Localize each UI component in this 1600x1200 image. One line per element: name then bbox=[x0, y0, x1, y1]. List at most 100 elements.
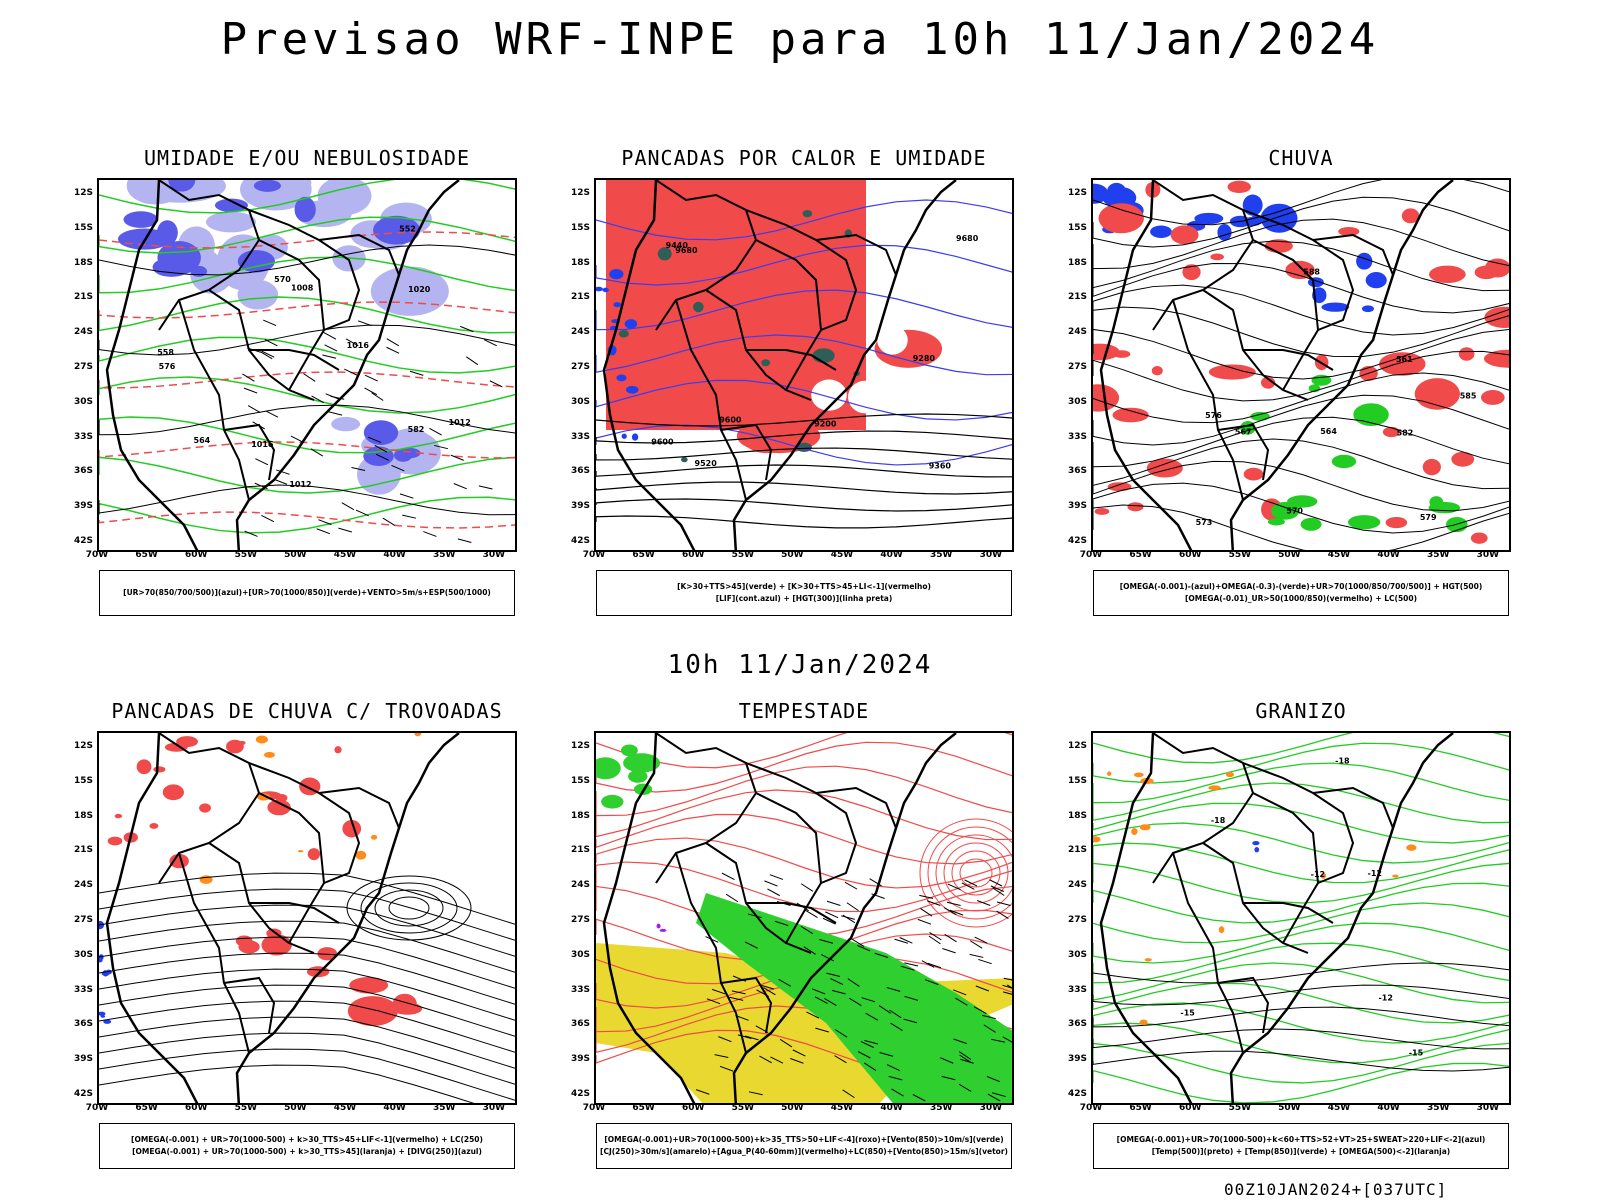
longitude-tick-label: 55W bbox=[1228, 550, 1252, 560]
panel-legend: [OMEGA(-0.001)+UR>70(1000-500)+k>35_TTS>… bbox=[596, 1123, 1012, 1169]
clear-area bbox=[811, 379, 847, 411]
lifted-index-blue-area bbox=[631, 433, 639, 441]
wind-850-vector bbox=[879, 1051, 894, 1057]
wind-850-vector bbox=[958, 1083, 972, 1092]
thunderstorm-red-area bbox=[788, 304, 840, 343]
cyclone-streamline bbox=[346, 875, 472, 941]
political-border bbox=[223, 423, 276, 481]
political-border bbox=[1202, 289, 1309, 401]
wind-850-vector bbox=[969, 940, 983, 949]
rain-red-area bbox=[1170, 225, 1199, 245]
storm-red-area bbox=[334, 746, 342, 754]
rain-red-area bbox=[1480, 390, 1505, 405]
storm-red-area bbox=[162, 784, 184, 801]
omega-500-orange-area bbox=[1139, 1019, 1148, 1026]
rain-red-area bbox=[1098, 203, 1144, 234]
latitude-tick-label: 24S bbox=[570, 880, 590, 891]
wind-850-green-area bbox=[620, 744, 638, 757]
humidity-blue-area bbox=[396, 447, 421, 459]
precipitable-water-contour bbox=[935, 834, 1012, 912]
omega-blue-area bbox=[1217, 224, 1232, 241]
wind-vector bbox=[450, 454, 464, 461]
rain-red-area bbox=[1127, 502, 1144, 512]
panel-legend: [OMEGA(-0.001) + UR>70(1000-500) + k>30_… bbox=[99, 1123, 515, 1169]
latitude-tick-label: 12S bbox=[570, 741, 590, 751]
political-border bbox=[249, 349, 340, 371]
political-border bbox=[1202, 842, 1309, 954]
omega-500-orange-area bbox=[1208, 785, 1221, 791]
legend-line: [LIF](cont.azul) + [HGT(300)](linha pret… bbox=[715, 594, 893, 603]
contour-label: -15 bbox=[1180, 1009, 1195, 1018]
coastline bbox=[1099, 180, 1454, 550]
forecast-map bbox=[97, 731, 517, 1105]
contour-label: 9600 bbox=[719, 415, 742, 424]
wind-850-vector bbox=[1006, 984, 1012, 989]
wind-850-vector bbox=[982, 1014, 996, 1020]
contour-label: 585 bbox=[1460, 392, 1477, 401]
wind-850-vector bbox=[764, 880, 778, 887]
wind-vector bbox=[453, 483, 467, 490]
omega-blue-area bbox=[1356, 252, 1373, 270]
forecast-map: -12 -12 -15 -12 -18 -18 -15 bbox=[1091, 731, 1511, 1105]
wind-850-vector bbox=[929, 932, 942, 941]
forecast-time-subtitle: 10h 11/Jan/2024 bbox=[667, 650, 933, 680]
contour-label: 9440 bbox=[666, 241, 689, 250]
longitude-tick-label: 40W bbox=[1377, 550, 1400, 560]
temperature-500-contour bbox=[1093, 984, 1509, 1006]
omega-500-orange-area bbox=[1406, 844, 1417, 851]
wind-850-vector bbox=[721, 872, 735, 880]
thickness-red-contour bbox=[99, 441, 515, 459]
longitude-tick-label: 55W bbox=[234, 550, 258, 560]
omega-500-orange-area bbox=[1320, 872, 1327, 879]
wind-850-green-area bbox=[696, 893, 1012, 1103]
humidity-green-contour bbox=[99, 416, 515, 454]
wind-850-vector bbox=[857, 1051, 871, 1059]
lifted-index-contour bbox=[596, 334, 1012, 376]
contour-label: 582 bbox=[1397, 429, 1414, 438]
geopotential-height-contour bbox=[596, 481, 1012, 495]
storm-red-area bbox=[317, 947, 338, 961]
contour-label: 558 bbox=[157, 348, 174, 357]
panel-title: GRANIZO bbox=[1255, 699, 1347, 723]
latitude-tick-label: 21S bbox=[73, 845, 93, 856]
forecast-map bbox=[594, 731, 1014, 1105]
contour-label: 570 bbox=[274, 275, 291, 284]
longitude-tick-label: 50W bbox=[284, 1103, 307, 1113]
wind-vector bbox=[364, 374, 378, 382]
storm-red-area bbox=[169, 853, 189, 869]
wind-850-vector bbox=[695, 1089, 710, 1095]
longitude-tick-label: 35W bbox=[929, 1103, 953, 1113]
contour-label: 1016 bbox=[251, 440, 274, 449]
wind-850-vector bbox=[986, 1076, 1001, 1083]
wind-vector bbox=[358, 320, 372, 327]
rain-red-area bbox=[1113, 350, 1131, 358]
political-border bbox=[746, 349, 837, 371]
streamline-250 bbox=[99, 888, 515, 941]
wind-850-vector bbox=[912, 1094, 926, 1102]
political-border bbox=[208, 289, 315, 401]
storm-red-area bbox=[226, 739, 244, 754]
contour-label: 564 bbox=[194, 436, 211, 445]
wind-vector bbox=[303, 373, 316, 382]
storm-red-area bbox=[235, 935, 253, 947]
legend-line: [OMEGA(-0.001)+UR>70(1000-500)+k>35_TTS>… bbox=[604, 1135, 1004, 1144]
longitude-tick-label: 60W bbox=[681, 1103, 705, 1113]
legend-line: [OMEGA(-0.001) + UR>70(1000-500) + k>30_… bbox=[132, 1147, 482, 1156]
wind-850-vector bbox=[849, 997, 862, 1007]
wind-850-vector bbox=[991, 1038, 1006, 1043]
geopotential-500-contour bbox=[1093, 394, 1509, 446]
wind-850-vector bbox=[748, 1091, 763, 1096]
longitude-tick-label: 35W bbox=[1426, 550, 1450, 560]
rain-red-area bbox=[1338, 226, 1360, 236]
wind-850-vector bbox=[800, 883, 814, 892]
wind-850-vector bbox=[996, 910, 1009, 919]
hail-blue-area bbox=[1252, 841, 1260, 846]
temperature-850-contour bbox=[1093, 762, 1509, 804]
latitude-tick-label: 39S bbox=[570, 501, 590, 512]
longitude-tick-label: 60W bbox=[1178, 1103, 1202, 1113]
contour-label: 552 bbox=[399, 224, 416, 233]
humidity-blue-area bbox=[190, 265, 208, 277]
latitude-tick-label: 24S bbox=[570, 327, 590, 338]
political-border bbox=[1312, 233, 1394, 276]
latitude-tick-label: 18S bbox=[570, 810, 590, 821]
